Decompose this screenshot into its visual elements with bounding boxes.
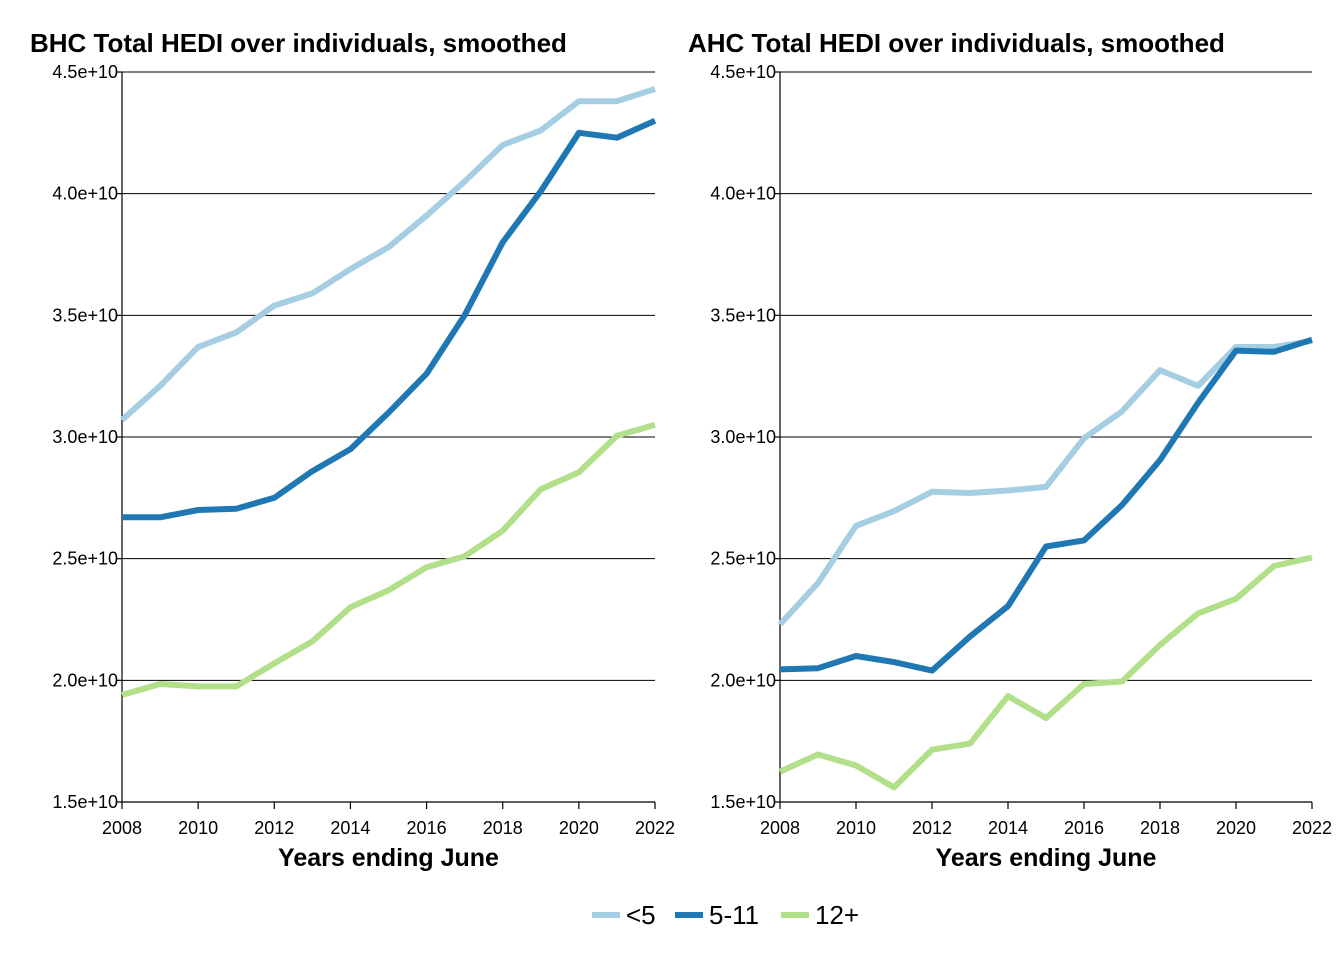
x-tick-label: 2018 — [483, 818, 523, 838]
x-tick-label: 2014 — [988, 818, 1028, 838]
legend-label: <5 — [626, 900, 656, 930]
chart-title: BHC Total HEDI over individuals, smoothe… — [30, 28, 567, 58]
x-tick-label: 2014 — [330, 818, 370, 838]
x-tick-label: 2012 — [254, 818, 294, 838]
x-tick-label: 2008 — [102, 818, 142, 838]
y-tick-label: 2.5e+10 — [710, 549, 776, 569]
x-tick-label: 2012 — [912, 818, 952, 838]
y-tick-label: 2.0e+10 — [52, 670, 118, 690]
y-tick-label: 3.0e+10 — [710, 427, 776, 447]
x-tick-label: 2016 — [407, 818, 447, 838]
y-tick-label: 4.5e+10 — [710, 62, 776, 82]
x-tick-label: 2010 — [178, 818, 218, 838]
ahc-panel: AHC Total HEDI over individuals, smoothe… — [688, 28, 1332, 872]
series-line-under-5 — [119, 86, 656, 423]
y-tick-label: 1.5e+10 — [52, 792, 118, 812]
series-line-5-11 — [779, 336, 1313, 674]
x-tick-label: 2016 — [1064, 818, 1104, 838]
chart-title: AHC Total HEDI over individuals, smoothe… — [688, 28, 1225, 58]
y-tick-label: 2.5e+10 — [52, 549, 118, 569]
x-tick-label: 2018 — [1140, 818, 1180, 838]
legend-label: 5-11 — [709, 900, 759, 930]
x-axis-title: Years ending June — [936, 844, 1157, 872]
legend-label: 12+ — [815, 900, 859, 930]
x-tick-label: 2020 — [1216, 818, 1256, 838]
x-axis-title: Years ending June — [278, 844, 499, 872]
y-tick-label: 3.5e+10 — [710, 305, 776, 325]
series-line-12-plus — [778, 554, 1313, 791]
y-tick-label: 3.5e+10 — [52, 305, 118, 325]
x-tick-label: 2008 — [760, 818, 800, 838]
x-tick-label: 2020 — [559, 818, 599, 838]
x-tick-label: 2010 — [836, 818, 876, 838]
y-tick-label: 4.0e+10 — [52, 184, 118, 204]
y-tick-label: 3.0e+10 — [52, 427, 118, 447]
y-tick-label: 4.0e+10 — [710, 184, 776, 204]
y-tick-label: 4.5e+10 — [52, 62, 118, 82]
series-line-5-11 — [122, 117, 657, 521]
x-tick-label: 2022 — [635, 818, 675, 838]
y-tick-label: 1.5e+10 — [710, 792, 776, 812]
x-tick-label: 2022 — [1292, 818, 1332, 838]
bhc-panel: BHC Total HEDI over individuals, smoothe… — [30, 28, 675, 872]
y-tick-label: 2.0e+10 — [710, 670, 776, 690]
legend: <5 5-11 12+ — [592, 900, 859, 930]
series-line-12-plus — [121, 421, 656, 698]
series-line-under-5 — [777, 337, 1313, 627]
